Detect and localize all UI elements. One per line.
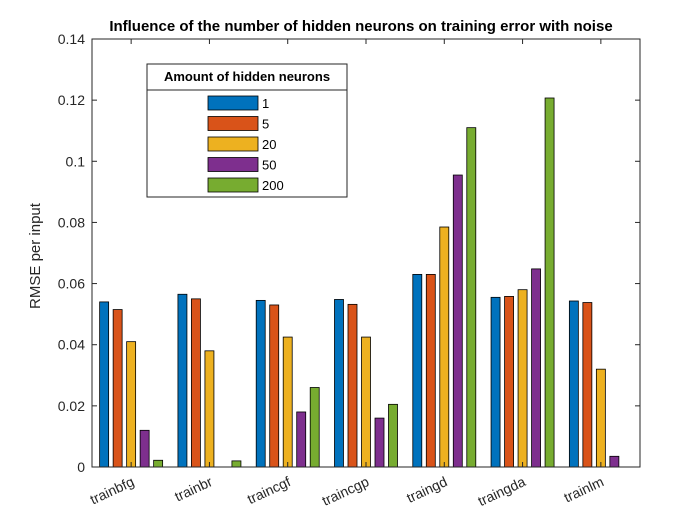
bar-traingd-5 (425, 273, 436, 468)
bar-trainlm-1 (568, 300, 579, 468)
bar-trainbfg-1 (99, 301, 110, 468)
bar-traingda-200 (544, 97, 555, 468)
x-tick-label: traincgp (319, 473, 371, 509)
bar-traingd-1 (412, 273, 423, 468)
bar-traincgp-5 (347, 303, 358, 468)
bar-traingda-50 (531, 268, 541, 468)
y-tick-label: 0.06 (58, 276, 85, 292)
bar-trainlm-50 (609, 455, 620, 468)
bar-traingda-20 (517, 289, 528, 468)
bar-trainbr-5 (191, 298, 201, 468)
legend-swatch-1 (207, 95, 259, 111)
y-tick-label: 0.02 (58, 398, 85, 414)
bar-traingd-20 (439, 226, 450, 468)
bar-trainbfg-5 (112, 309, 123, 468)
x-tick-label: trainlm (561, 473, 606, 505)
x-tick-label: trainbr (172, 473, 215, 504)
y-tick-label: 0.08 (58, 214, 85, 230)
bar-traingda-1 (490, 296, 501, 468)
y-tick-label: 0.12 (58, 92, 85, 108)
bar-traincgp-20 (361, 336, 371, 468)
bar-trainlm-20 (595, 368, 606, 468)
bar-traingda-5 (504, 296, 514, 468)
legend-label-200: 200 (262, 178, 284, 193)
y-tick-label: 0.04 (58, 337, 85, 353)
x-tick-label: traingda (475, 473, 528, 509)
x-tick-label: traincgf (245, 473, 293, 507)
y-tick-label: 0 (77, 459, 85, 475)
x-tick-label: traingd (404, 473, 450, 506)
bar-trainbfg-20 (126, 341, 137, 468)
legend-label-1: 1 (262, 96, 269, 111)
bar-trainbr-20 (204, 350, 215, 468)
bar-trainbfg-50 (139, 429, 150, 468)
legend-swatch-50 (207, 157, 259, 172)
legend-swatch-20 (207, 136, 259, 152)
chart-title: Influence of the number of hidden neuron… (109, 18, 612, 35)
bar-traincgf-20 (282, 336, 293, 468)
bar-traincgp-200 (388, 403, 398, 468)
y-tick-label: 0.1 (66, 153, 86, 169)
y-tick-label: 0.14 (58, 31, 85, 47)
bar-traincgp-1 (334, 299, 344, 468)
y-axis-label: RMSE per input (27, 202, 44, 309)
bar-trainlm-5 (582, 302, 593, 468)
bar-traincgf-5 (269, 304, 280, 468)
bar-trainbfg-200 (153, 459, 164, 468)
legend-title: Amount of hidden neurons (164, 69, 330, 84)
legend-label-20: 20 (262, 137, 276, 152)
bar-traincgf-1 (255, 299, 266, 468)
x-tick-label: trainbfg (87, 473, 136, 507)
bar-trainbr-1 (177, 293, 188, 468)
bar-traincgf-200 (309, 387, 320, 468)
bar-traincgf-50 (296, 411, 307, 468)
legend-label-5: 5 (262, 117, 269, 132)
bar-trainbr-200 (231, 460, 242, 468)
legend-label-50: 50 (262, 158, 276, 173)
bar-traingd-50 (452, 174, 463, 468)
bar-traingd-200 (466, 127, 477, 468)
bar-traincgp-50 (374, 417, 385, 468)
legend-swatch-5 (207, 116, 259, 131)
legend-swatch-200 (207, 177, 259, 193)
